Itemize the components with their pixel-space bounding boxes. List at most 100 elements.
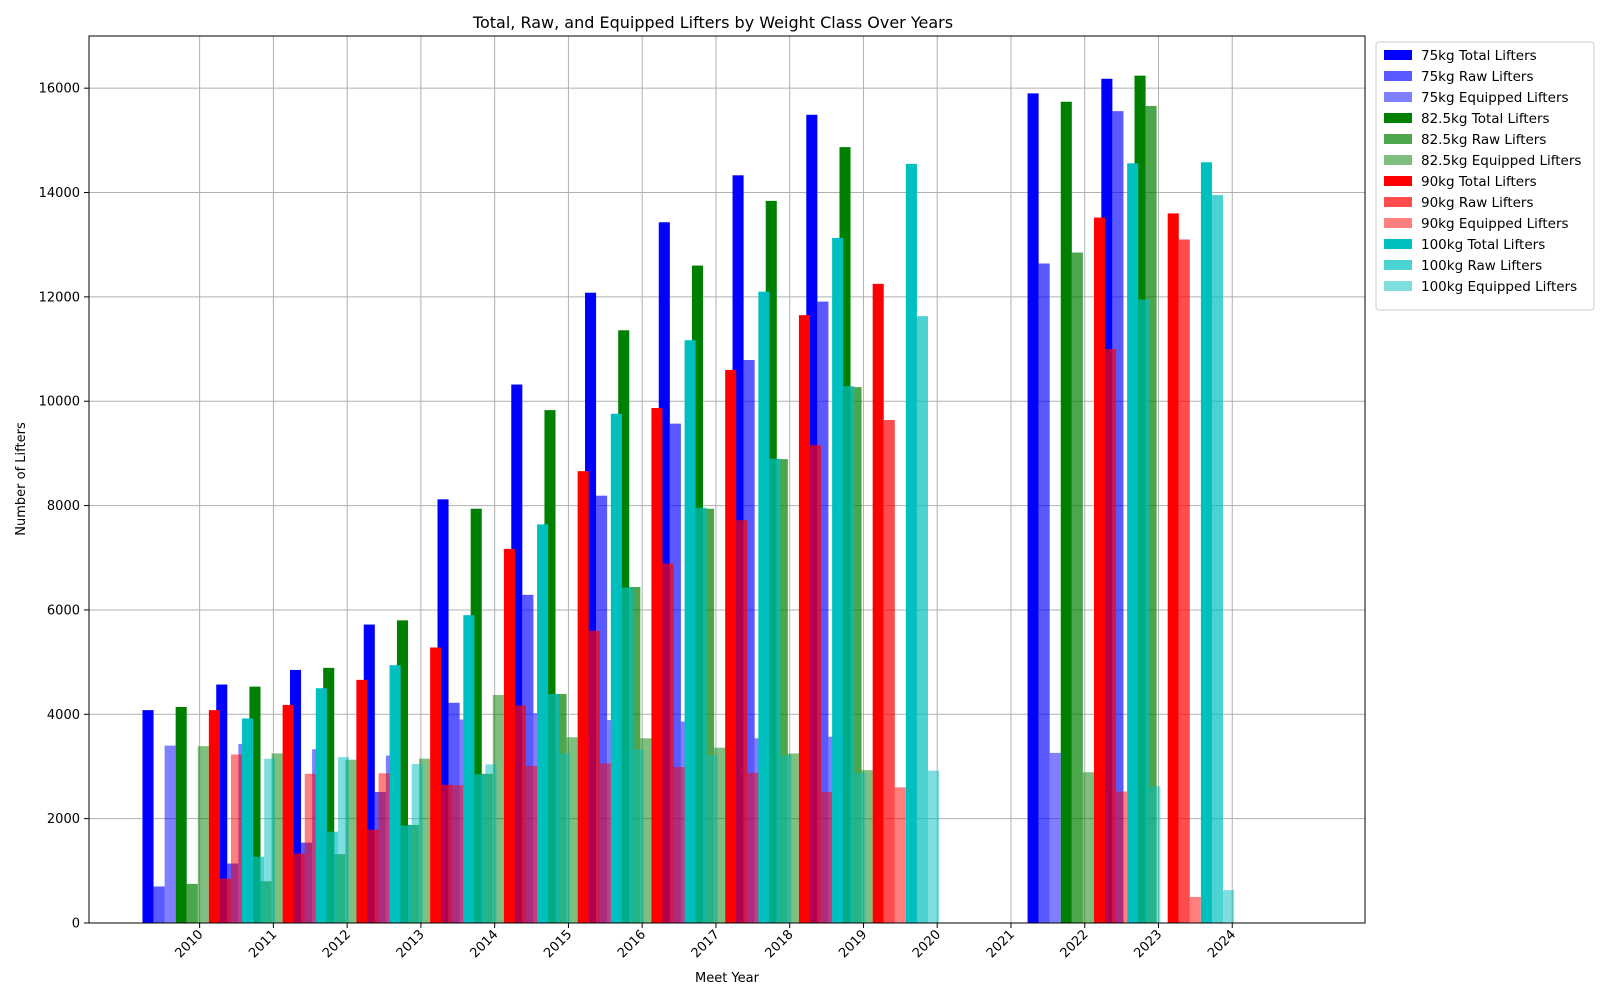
y-tick-label: 2000: [47, 812, 80, 827]
legend-swatch: [1384, 218, 1412, 228]
bar: [474, 774, 486, 923]
legend-swatch: [1384, 50, 1412, 60]
bar: [883, 420, 895, 923]
bar: [526, 765, 538, 923]
bar: [1082, 772, 1094, 923]
bar: [289, 669, 302, 923]
bar: [304, 773, 316, 923]
bar: [219, 878, 231, 923]
bar: [197, 746, 209, 923]
legend-swatch: [1384, 155, 1412, 165]
bar: [522, 594, 534, 923]
bar: [249, 686, 261, 923]
bar: [326, 831, 338, 923]
bar: [1149, 786, 1161, 923]
legend-swatch: [1384, 176, 1412, 186]
bar: [452, 785, 464, 923]
bar: [559, 753, 571, 923]
bar: [389, 665, 401, 923]
bar: [323, 667, 335, 923]
bar: [662, 563, 674, 923]
bar: [485, 764, 497, 923]
bar: [588, 630, 600, 923]
bar: [758, 291, 770, 924]
bar: [872, 283, 884, 923]
bar: [430, 647, 442, 923]
bar: [419, 758, 431, 923]
bar: [511, 384, 523, 923]
bar: [264, 758, 276, 923]
bar: [208, 710, 220, 923]
bar: [1049, 752, 1061, 923]
bar: [537, 524, 549, 923]
bar: [736, 520, 748, 923]
bar: [544, 410, 556, 923]
series-100kg-total-lifters: [242, 162, 1212, 924]
legend-label: 90kg Total Lifters: [1421, 174, 1537, 190]
bar: [673, 766, 685, 923]
bar: [905, 163, 917, 924]
bar: [843, 386, 855, 923]
bar: [216, 684, 228, 923]
bar: [1145, 105, 1157, 923]
bar: [396, 620, 408, 923]
bar: [769, 458, 781, 923]
y-axis-ticks: 0 2000 4000 6000 8000 10000 12000 14000 16000: [39, 82, 89, 932]
bar: [1138, 299, 1150, 923]
y-tick-label: 14000: [39, 186, 80, 201]
bar: [1105, 349, 1117, 923]
y-tick-label: 10000: [39, 395, 80, 410]
bar: [503, 548, 515, 923]
bar: [566, 737, 578, 923]
bar: [817, 301, 829, 923]
bar: [861, 770, 873, 923]
bar: [916, 316, 928, 924]
bar: [1178, 239, 1190, 924]
bar: [743, 360, 755, 923]
legend-box: [1375, 41, 1595, 311]
bar: [470, 508, 482, 923]
bar: [463, 615, 475, 923]
bar: [1200, 162, 1212, 923]
bar: [411, 763, 423, 923]
y-tick-label: 0: [72, 917, 80, 932]
legend-label: 100kg Total Lifters: [1421, 237, 1545, 253]
bar: [492, 694, 504, 923]
bar: [514, 705, 527, 923]
legend-swatch: [1384, 113, 1412, 123]
legend-swatch: [1384, 239, 1412, 249]
y-tick-label: 12000: [39, 290, 80, 305]
legend-label: 100kg Raw Lifters: [1421, 258, 1542, 274]
y-tick-label: 4000: [47, 708, 80, 723]
bar: [1167, 213, 1179, 923]
bar: [367, 829, 379, 923]
bar: [271, 753, 283, 923]
bar: [175, 706, 187, 923]
bar: [821, 792, 833, 923]
legend-label: 90kg Raw Lifters: [1421, 195, 1534, 211]
bar: [230, 754, 243, 923]
legend-label: 100kg Equipped Lifters: [1421, 279, 1577, 295]
bar: [585, 292, 597, 923]
legend-swatch: [1384, 281, 1412, 291]
bar: [293, 853, 305, 923]
series-90kg-raw-lifters: [219, 239, 1190, 924]
bar: [1027, 93, 1039, 924]
legend-swatch: [1384, 197, 1412, 207]
legend: 75kg Total Lifters 75kg Raw Lifters 75kg E…: [1375, 41, 1595, 311]
bar-series-group: [142, 75, 1235, 924]
x-axis-title: Meet Year: [695, 971, 760, 986]
legend-swatch: [1384, 260, 1412, 270]
bar: [437, 499, 449, 923]
series-100kg-raw-lifters: [253, 195, 1224, 924]
bar: [315, 688, 327, 923]
legend-label: 82.5kg Equipped Lifters: [1421, 153, 1581, 169]
bar: [850, 387, 862, 923]
bar: [927, 770, 940, 923]
bar: [640, 738, 652, 923]
bar: [776, 459, 788, 923]
bar: [706, 755, 718, 923]
bar: [596, 495, 608, 923]
